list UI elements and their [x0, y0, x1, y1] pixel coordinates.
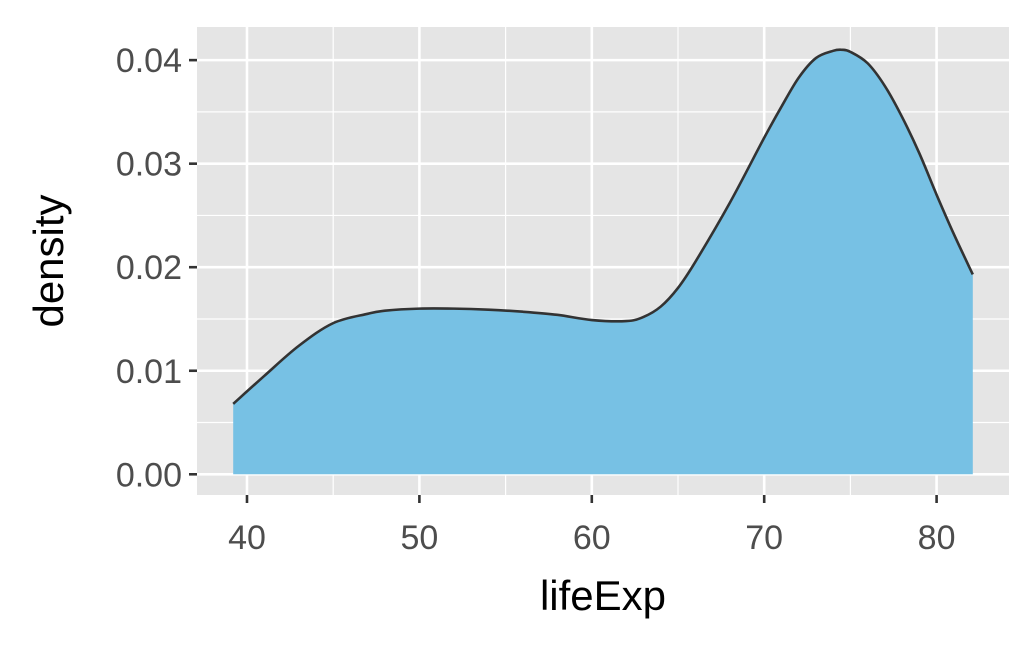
- y-axis-title: density: [25, 194, 72, 327]
- y-tick-label: 0.04: [116, 42, 182, 80]
- x-tick-label: 80: [918, 519, 956, 557]
- x-tick-label: 40: [228, 519, 266, 557]
- y-tick-label: 0.03: [116, 146, 182, 184]
- density-area: [233, 49, 973, 475]
- x-tick-label: 50: [400, 519, 438, 557]
- x-tick-label: 70: [745, 519, 783, 557]
- y-tick-label: 0.01: [116, 353, 182, 391]
- y-tick-label: 0.02: [116, 249, 182, 287]
- y-axis: 0.00 0.01 0.02 0.03 0.04: [116, 42, 197, 494]
- x-axis-title: lifeExp: [540, 572, 666, 619]
- y-tick-label: 0.00: [116, 456, 182, 494]
- x-axis: 40 50 60 70 80: [228, 495, 956, 557]
- x-tick-label: 60: [573, 519, 611, 557]
- density-line: [232, 48, 974, 405]
